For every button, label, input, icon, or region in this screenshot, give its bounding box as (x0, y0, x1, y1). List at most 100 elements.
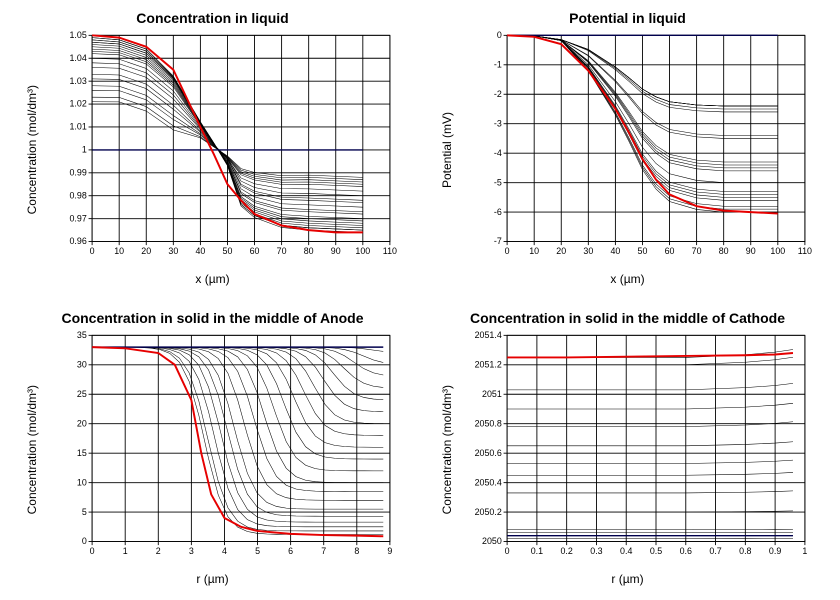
svg-text:90: 90 (330, 246, 340, 256)
svg-text:2050.4: 2050.4 (474, 477, 501, 487)
chart-title: Concentration in solid in the middle of … (470, 310, 785, 326)
svg-text:6: 6 (288, 546, 293, 556)
svg-text:0.3: 0.3 (590, 546, 602, 556)
chart-panel-conc_cathode: Concentration in solid in the middle of … (425, 310, 830, 590)
chart-body: Concentration (mol/dm³) 0 0.1 0.2 0.3 0.4 0.5 0… (440, 330, 816, 570)
svg-text:0: 0 (89, 246, 94, 256)
svg-text:1.01: 1.01 (69, 122, 86, 132)
svg-text:30: 30 (168, 246, 178, 256)
chart-body: Potential (mV) 0 10 20 30 40 50 60 70 80 90 100 110 -… (440, 30, 816, 270)
svg-text:50: 50 (637, 246, 647, 256)
chart-svg: 012345678905101520253035 (41, 330, 401, 570)
svg-text:110: 110 (797, 246, 811, 256)
chart-body: Concentration (mol/dm³) 0 1 2 3 4 5 6 7 8 9 0 5 10 15 2… (25, 330, 401, 570)
svg-text:-6: -6 (493, 207, 501, 217)
chart-svg: 00.10.20.30.40.50.60.70.80.9120502050.22… (456, 330, 816, 570)
chart-panel-pot_liquid: Potential in liquid Potential (mV) 0 10 20 30… (425, 10, 830, 290)
chart-panel-conc_anode: Concentration in solid in the middle of … (10, 310, 415, 590)
svg-text:10: 10 (76, 477, 86, 487)
svg-text:35: 35 (76, 330, 86, 340)
svg-text:1: 1 (122, 546, 127, 556)
y-axis-label: Concentration (mol/dm³) (25, 385, 39, 514)
svg-text:80: 80 (718, 246, 728, 256)
svg-text:40: 40 (610, 246, 620, 256)
svg-text:3: 3 (188, 546, 193, 556)
svg-text:1: 1 (81, 145, 86, 155)
y-axis-label: Concentration (mol/dm³) (25, 85, 39, 214)
svg-text:2050.2: 2050.2 (474, 507, 501, 517)
svg-text:60: 60 (664, 246, 674, 256)
svg-text:2050: 2050 (482, 536, 502, 546)
y-axis-label: Potential (mV) (440, 112, 454, 188)
svg-text:25: 25 (76, 389, 86, 399)
svg-text:5: 5 (81, 507, 86, 517)
chart-svg: 0 10 20 30 40 50 60 70 80 90 100 110 0.96 0.97 0.98 0.9… (41, 30, 401, 270)
svg-text:1.03: 1.03 (69, 76, 86, 86)
svg-text:110: 110 (382, 246, 396, 256)
svg-text:8: 8 (354, 546, 359, 556)
chart-svg: 0102030405060708090100110-7-6-5-4-3-2-10 (456, 30, 816, 270)
svg-text:0.6: 0.6 (679, 546, 691, 556)
svg-text:2050.6: 2050.6 (474, 448, 501, 458)
svg-text:5: 5 (255, 546, 260, 556)
chart-body: Concentration (mol/dm³) 0 10 20 30 40 50 60 70 80… (25, 30, 401, 270)
y-axis-label: Concentration (mol/dm³) (440, 385, 454, 514)
chart-panel-conc_liquid: Concentration in liquid Concentration (mo… (10, 10, 415, 290)
svg-text:30: 30 (583, 246, 593, 256)
svg-text:2051: 2051 (482, 389, 502, 399)
svg-text:0: 0 (504, 546, 509, 556)
svg-text:-7: -7 (493, 236, 501, 246)
svg-text:0: 0 (81, 536, 86, 546)
svg-text:0.9: 0.9 (768, 546, 780, 556)
svg-text:0.8: 0.8 (739, 546, 751, 556)
chart-title: Concentration in liquid (136, 10, 288, 26)
svg-text:0: 0 (496, 30, 501, 40)
svg-text:20: 20 (141, 246, 151, 256)
svg-text:0.99: 0.99 (69, 167, 86, 177)
svg-text:0.97: 0.97 (69, 213, 86, 223)
svg-text:70: 70 (691, 246, 701, 256)
final-line (507, 353, 793, 357)
svg-text:9: 9 (387, 546, 392, 556)
svg-text:0: 0 (89, 546, 94, 556)
svg-text:0.5: 0.5 (649, 546, 661, 556)
svg-text:2: 2 (155, 546, 160, 556)
svg-text:20: 20 (76, 418, 86, 428)
svg-text:-1: -1 (493, 59, 501, 69)
svg-text:1: 1 (802, 546, 807, 556)
svg-text:20: 20 (556, 246, 566, 256)
svg-text:1.04: 1.04 (69, 53, 86, 63)
svg-text:90: 90 (745, 246, 755, 256)
svg-text:2050.8: 2050.8 (474, 418, 501, 428)
svg-text:100: 100 (770, 246, 785, 256)
svg-text:1.05: 1.05 (69, 30, 86, 40)
svg-text:0.2: 0.2 (560, 546, 572, 556)
x-axis-label: r (µm) (196, 572, 228, 586)
chart-title: Concentration in solid in the middle of … (61, 310, 363, 326)
svg-text:10: 10 (114, 246, 124, 256)
svg-text:50: 50 (222, 246, 232, 256)
svg-text:-4: -4 (493, 148, 501, 158)
svg-text:0.96: 0.96 (69, 236, 86, 246)
svg-text:1.02: 1.02 (69, 99, 86, 109)
svg-text:0.4: 0.4 (620, 546, 632, 556)
svg-text:4: 4 (221, 546, 226, 556)
svg-text:40: 40 (195, 246, 205, 256)
svg-text:70: 70 (276, 246, 286, 256)
chart-title: Potential in liquid (569, 10, 686, 26)
x-axis-label: r (µm) (611, 572, 643, 586)
svg-text:7: 7 (321, 546, 326, 556)
svg-text:10: 10 (529, 246, 539, 256)
svg-text:0.1: 0.1 (530, 546, 542, 556)
svg-text:2051.4: 2051.4 (474, 330, 501, 340)
svg-text:0.98: 0.98 (69, 190, 86, 200)
svg-text:80: 80 (303, 246, 313, 256)
svg-text:15: 15 (76, 448, 86, 458)
svg-text:-2: -2 (493, 89, 501, 99)
svg-text:60: 60 (249, 246, 259, 256)
svg-text:100: 100 (355, 246, 370, 256)
svg-text:-3: -3 (493, 118, 501, 128)
x-axis-label: x (µm) (610, 272, 644, 286)
svg-text:2051.2: 2051.2 (474, 359, 501, 369)
x-axis-label: x (µm) (195, 272, 229, 286)
